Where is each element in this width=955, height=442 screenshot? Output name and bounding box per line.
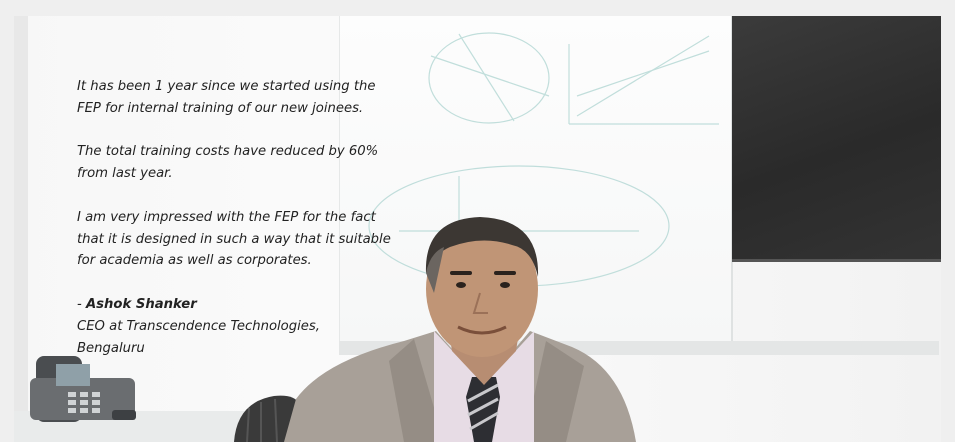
author-prefix: - [77, 296, 86, 312]
quote-paragraph-1: It has been 1 year since we started usin… [77, 79, 376, 116]
author-signature: - Ashok Shanker [77, 294, 397, 316]
ceo-portrait [284, 217, 636, 442]
quote-paragraph-3: I am very impressed with the FEP for the… [77, 209, 391, 269]
author-name: Ashok Shanker [85, 296, 197, 312]
quote-paragraph-2: The total training costs have reduced by… [77, 144, 379, 182]
author-location: Bengaluru [77, 340, 145, 356]
wall-post [14, 16, 28, 442]
wall-tv [732, 16, 941, 262]
office-chair [234, 395, 299, 442]
testimonial-banner: It has been 1 year since we started usin… [14, 16, 941, 442]
author-title: CEO at Transcendence Technologies, [77, 318, 320, 334]
testimonial-quote: It has been 1 year since we started usin… [77, 76, 397, 359]
desk-phone-icon [30, 356, 136, 422]
